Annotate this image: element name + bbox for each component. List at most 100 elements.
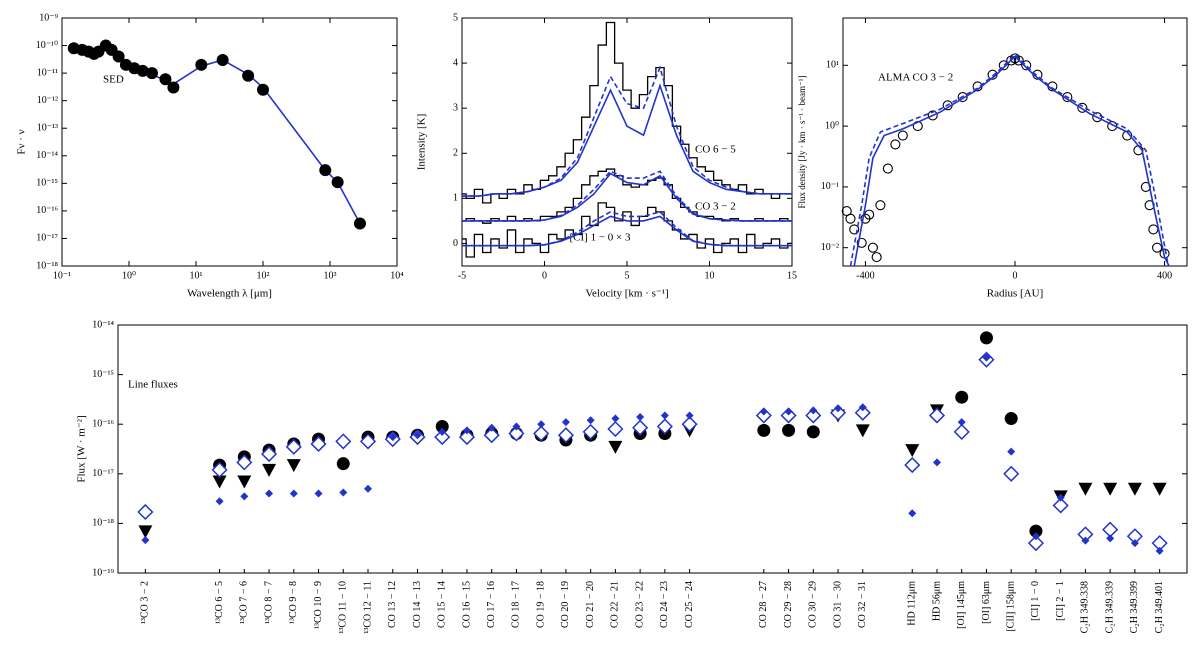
x-tick-label: 0 (1013, 270, 1018, 281)
data-point (319, 164, 332, 177)
model-point (928, 407, 946, 424)
model-point (632, 419, 649, 436)
model-line (462, 172, 792, 222)
model-point (982, 353, 991, 362)
data-point (257, 83, 269, 96)
x-tick-label: CO 29 − 28 (783, 581, 794, 628)
model-point (265, 489, 274, 498)
model-point (607, 420, 624, 438)
model-point (211, 461, 228, 478)
annotation: [CI] 1 − 0 × 3 (570, 232, 631, 244)
y-tick-label: 1 (453, 193, 458, 204)
y-tick-label: 3 (453, 102, 458, 113)
y-axis-label: Fν · ν (16, 129, 28, 154)
x-tick-label: CO 18 − 17 (511, 581, 522, 628)
spectrum (462, 168, 792, 224)
data-point (167, 81, 180, 94)
upper-limit (1152, 482, 1167, 496)
model-point (685, 411, 694, 420)
data-point (867, 242, 878, 253)
model-point (656, 418, 673, 435)
x-tick-label: [OI] 145μm (956, 581, 967, 629)
data-point (875, 200, 886, 211)
x-tick-label: 15 (787, 270, 797, 281)
model-point (586, 416, 595, 425)
x-tick-label: CO 28 − 27 (758, 581, 769, 628)
model-point (829, 404, 847, 421)
upper-limit (608, 440, 623, 454)
model-point (932, 458, 941, 467)
data-point (331, 176, 344, 189)
model-point (854, 404, 871, 421)
model-point (438, 427, 447, 436)
data-point (1021, 60, 1032, 71)
model-point (289, 489, 298, 498)
model-line (849, 53, 1170, 266)
data-point (1004, 412, 1018, 426)
model-point (487, 423, 496, 432)
model-point (260, 446, 278, 463)
x-tick-label: CO 21 − 20 (585, 581, 596, 628)
model-point (462, 426, 471, 435)
model-point (359, 433, 377, 450)
x-tick-label: HD 56μm (931, 581, 942, 621)
y-tick-label: 4 (453, 57, 458, 68)
upper-limit (1078, 482, 1093, 496)
x-tick-label: CO 16 − 15 (461, 581, 472, 628)
x-tick-label: CO 31 − 30 (832, 581, 843, 628)
x-tick-label: -400 (856, 270, 874, 281)
data-point (871, 252, 882, 263)
x-tick-label: 0 (542, 270, 547, 281)
x-tick-label: ¹³CO 11 − 10 (338, 581, 349, 634)
model-point (339, 488, 348, 497)
model-point (1007, 447, 1016, 456)
x-tick-label: CO 25 − 24 (684, 581, 695, 628)
x-tick-label: 10² (257, 270, 270, 281)
model-point (1130, 539, 1139, 548)
data-point (757, 423, 771, 437)
y-tick-label: 10⁻¹⁶ (36, 205, 58, 216)
y-tick-label: 10⁻¹⁰ (36, 40, 58, 51)
panel: 10⁻¹⁴ 10⁻¹⁵ 10⁻¹⁶ 10⁻¹⁷ 10⁻¹⁸ 10⁻¹⁹ ¹³CO 3 − 2… (76, 319, 1188, 634)
y-tick-label: 10⁻¹ (821, 181, 839, 192)
x-tick-label: CO 22 − 21 (610, 581, 621, 628)
x-tick-label: [CI] 2 − 1 (1055, 581, 1066, 621)
model-point (1031, 532, 1040, 541)
x-tick-label: ¹³CO 10 − 9 (313, 581, 324, 629)
data-point (890, 139, 901, 150)
model-point (582, 423, 599, 440)
y-tick-label: 10⁻¹¹ (37, 67, 58, 78)
x-axis-label: Wavelength λ [μm] (187, 288, 272, 300)
model-point (805, 407, 822, 424)
panel: 10⁻² 10⁻¹ 10⁰ 10¹ -400 0 400 Radius [AU] Flux de… (797, 17, 1188, 300)
upper-limit (138, 525, 153, 539)
x-tick-label: HD 112μm (907, 581, 918, 626)
spectrum (462, 202, 792, 258)
y-tick-label: 10⁻¹⁸ (36, 260, 58, 271)
x-tick-label: 10⁰ (122, 270, 136, 281)
upper-limit (1103, 482, 1118, 496)
x-tick-label: C₂H 349.399 (1129, 581, 1140, 633)
y-tick-label: 10⁰ (825, 120, 839, 131)
x-tick-label: 400 (1157, 270, 1172, 281)
model-point (364, 484, 373, 493)
x-tick-label: CO 24 − 23 (659, 581, 670, 628)
x-tick-label: 10¹ (190, 270, 203, 281)
data-point (927, 110, 938, 121)
model-point (681, 416, 698, 433)
model-point (611, 414, 620, 423)
y-tick-label: 2 (453, 148, 458, 159)
model-point (1056, 493, 1065, 502)
y-axis-label: Flux density [Jy · km · s⁻¹ · beam⁻¹] (797, 76, 807, 209)
annotation: CO 3 − 2 (695, 201, 736, 213)
upper-limit (212, 475, 227, 489)
data-point (1077, 102, 1088, 113)
model-point (561, 418, 570, 427)
data-point (336, 457, 350, 471)
data-point (897, 130, 908, 141)
model-point (904, 457, 921, 474)
x-tick-label: [OI] 63μm (981, 581, 992, 624)
model-point (660, 411, 669, 420)
model-point (557, 427, 574, 444)
